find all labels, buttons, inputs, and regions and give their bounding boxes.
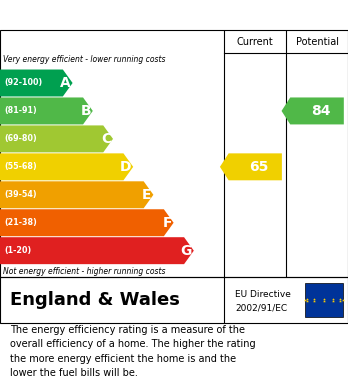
Text: The energy efficiency rating is a measure of the
overall efficiency of a home. T: The energy efficiency rating is a measur… bbox=[10, 325, 256, 378]
Text: Current: Current bbox=[237, 37, 274, 47]
Text: (55-68): (55-68) bbox=[4, 162, 37, 171]
Text: F: F bbox=[163, 216, 172, 230]
Polygon shape bbox=[282, 97, 344, 124]
Text: Energy Efficiency Rating: Energy Efficiency Rating bbox=[10, 7, 221, 23]
Polygon shape bbox=[0, 126, 113, 152]
Text: Potential: Potential bbox=[295, 37, 339, 47]
Text: B: B bbox=[80, 104, 91, 118]
Text: 65: 65 bbox=[249, 160, 268, 174]
Text: E: E bbox=[142, 188, 152, 202]
Polygon shape bbox=[0, 237, 194, 264]
Polygon shape bbox=[0, 70, 73, 97]
Bar bbox=[304, 283, 343, 317]
Text: A: A bbox=[60, 76, 71, 90]
Text: C: C bbox=[101, 132, 111, 146]
Text: Not energy efficient - higher running costs: Not energy efficient - higher running co… bbox=[3, 267, 165, 276]
Text: (1-20): (1-20) bbox=[4, 246, 31, 255]
Text: (39-54): (39-54) bbox=[4, 190, 37, 199]
Polygon shape bbox=[0, 97, 93, 124]
Text: (21-38): (21-38) bbox=[4, 218, 37, 227]
Text: (81-91): (81-91) bbox=[4, 106, 37, 115]
Text: 2002/91/EC: 2002/91/EC bbox=[235, 304, 287, 313]
Polygon shape bbox=[220, 153, 282, 180]
Polygon shape bbox=[0, 209, 174, 236]
Text: D: D bbox=[120, 160, 132, 174]
Text: G: G bbox=[181, 244, 192, 258]
Text: (92-100): (92-100) bbox=[4, 79, 42, 88]
Text: Very energy efficient - lower running costs: Very energy efficient - lower running co… bbox=[3, 55, 165, 64]
Polygon shape bbox=[0, 153, 133, 180]
Text: 84: 84 bbox=[311, 104, 330, 118]
Polygon shape bbox=[0, 181, 153, 208]
Text: EU Directive: EU Directive bbox=[235, 290, 291, 299]
Text: England & Wales: England & Wales bbox=[10, 291, 180, 309]
Text: (69-80): (69-80) bbox=[4, 135, 37, 143]
